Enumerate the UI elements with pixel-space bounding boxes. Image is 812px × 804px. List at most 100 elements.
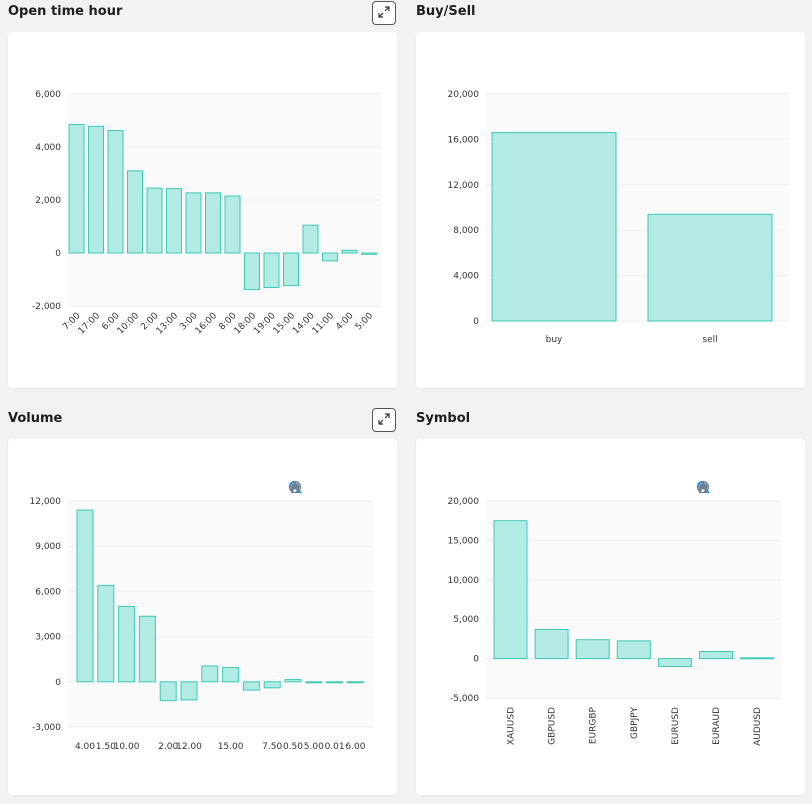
x-tick-label: 5.00 xyxy=(304,742,324,752)
volume-title: Volume xyxy=(8,411,63,426)
bar[interactable] xyxy=(322,252,338,262)
x-tick-label: GBPUSD xyxy=(548,707,558,745)
bar[interactable] xyxy=(127,170,143,254)
pan-button[interactable] xyxy=(289,480,358,496)
bar[interactable] xyxy=(493,520,528,660)
bar[interactable] xyxy=(346,681,364,684)
bar[interactable] xyxy=(118,605,136,683)
y-tick-label: 4,000 xyxy=(453,272,479,282)
y-tick-label: 15,000 xyxy=(448,536,480,546)
x-tick-label: 15.00 xyxy=(218,742,244,752)
bar[interactable] xyxy=(201,665,219,683)
bar[interactable] xyxy=(263,681,281,689)
x-tick-label: 10:00 xyxy=(116,311,142,337)
buy-sell-title: Buy/Sell xyxy=(416,4,476,19)
bar[interactable] xyxy=(616,640,651,660)
bar[interactable] xyxy=(491,132,617,322)
bar[interactable] xyxy=(68,123,85,254)
x-tick-label: XAUUSD xyxy=(507,707,517,745)
home-icon xyxy=(697,482,709,493)
bar[interactable] xyxy=(263,252,280,288)
y-tick-label: 20,000 xyxy=(448,497,480,507)
bar[interactable] xyxy=(341,249,358,254)
y-tick-label: 6,000 xyxy=(35,587,61,597)
bar[interactable] xyxy=(326,681,344,684)
plot-area xyxy=(486,501,781,698)
y-tick-label: 8,000 xyxy=(453,226,479,236)
x-tick-label: 16:00 xyxy=(194,311,220,337)
bar[interactable] xyxy=(699,651,733,660)
y-tick-label: 0 xyxy=(473,317,479,327)
zoom-select-button[interactable] xyxy=(697,480,748,496)
x-tick-label: 12.00 xyxy=(176,742,202,752)
x-tick-label: 0.50 xyxy=(283,742,303,752)
symbol-title: Symbol xyxy=(416,411,471,426)
zoom-out-button[interactable] xyxy=(696,480,730,496)
bar[interactable] xyxy=(305,681,323,684)
home-icon xyxy=(289,482,301,493)
x-tick-label: sell xyxy=(702,335,717,345)
x-tick-label: 1.50 xyxy=(96,742,116,752)
bar[interactable] xyxy=(534,628,569,660)
open-time-chart: 6,0004,0002,0000-2,0007:0017:006:0010:00… xyxy=(32,90,381,337)
buy-sell-chart-card: 20,000 16,000 12,000 8,000 4,000 0 buy sell xyxy=(416,32,805,388)
y-tick-label: 0 xyxy=(55,249,61,259)
bar[interactable] xyxy=(657,658,692,667)
x-tick-label: 6.00 xyxy=(345,742,365,752)
pan-button[interactable] xyxy=(697,480,766,496)
bar[interactable] xyxy=(159,681,177,702)
x-tick-label: 5:00 xyxy=(354,311,376,333)
bar[interactable] xyxy=(575,639,610,660)
x-tick-label: 7.50 xyxy=(262,742,282,752)
y-tick-label: 9,000 xyxy=(35,542,61,552)
bar[interactable] xyxy=(244,252,260,291)
chart-toolbar xyxy=(696,480,784,496)
volume-chart: 12,000 9,000 6,000 3,000 0 -3,000 4.00 1.5010.0… xyxy=(30,497,373,752)
x-tick-label: 13:00 xyxy=(155,311,181,337)
y-tick-label: 12,000 xyxy=(30,497,62,507)
reset-zoom-button[interactable] xyxy=(289,480,376,496)
bar[interactable] xyxy=(284,679,302,683)
y-tick-label: -3,000 xyxy=(32,723,61,733)
x-tick-label: AUDUSD xyxy=(753,707,763,746)
bar[interactable] xyxy=(76,509,94,683)
symbol-chart-card: 20,000 15,000 10,000 5,000 0 -5,000 XAUUSD GBPU… xyxy=(416,439,805,795)
x-tick-label: 11:00 xyxy=(311,311,337,337)
bar[interactable] xyxy=(88,125,104,254)
x-tick-label: 10.00 xyxy=(114,742,140,752)
bar[interactable] xyxy=(242,681,260,691)
open-time-chart-card: 6,000 4,000 2,000 0 -2,000 7:00 17:00 6:00 10:00… xyxy=(8,32,397,388)
bar[interactable] xyxy=(166,188,182,254)
expand-icon xyxy=(377,411,391,430)
bar[interactable] xyxy=(146,187,163,254)
bar[interactable] xyxy=(205,192,221,254)
bar[interactable] xyxy=(302,224,319,254)
bar[interactable] xyxy=(222,666,240,683)
x-tick-label: 4.00 xyxy=(75,742,95,752)
bar[interactable] xyxy=(138,615,156,683)
symbol-chart: 20,000 15,000 10,000 5,000 0 -5,000 XAUUSD GBPU… xyxy=(448,497,781,746)
y-tick-label: 16,000 xyxy=(448,135,480,145)
bar[interactable] xyxy=(647,213,773,322)
y-tick-label: 5,000 xyxy=(453,615,479,625)
x-tick-label: GBPJPY xyxy=(630,707,640,739)
bar[interactable] xyxy=(283,252,299,287)
y-tick-label: 0 xyxy=(55,678,61,688)
y-tick-label: 20,000 xyxy=(448,90,480,100)
bar[interactable] xyxy=(107,130,124,254)
reset-zoom-button[interactable] xyxy=(697,480,784,496)
bar[interactable] xyxy=(97,584,115,683)
bar[interactable] xyxy=(361,252,377,255)
x-tick-label: 0.01 xyxy=(325,742,345,752)
x-tick-label: 2.00 xyxy=(158,742,178,752)
expand-button[interactable] xyxy=(372,408,396,432)
y-tick-label: 10,000 xyxy=(448,576,480,586)
zoom-select-button[interactable] xyxy=(289,480,340,496)
bar[interactable] xyxy=(180,681,198,701)
y-tick-label: 6,000 xyxy=(35,90,61,100)
expand-button[interactable] xyxy=(372,1,396,25)
bar[interactable] xyxy=(224,195,241,254)
bar[interactable] xyxy=(740,657,775,660)
bar[interactable] xyxy=(185,192,202,254)
zoom-out-button[interactable] xyxy=(288,480,322,496)
